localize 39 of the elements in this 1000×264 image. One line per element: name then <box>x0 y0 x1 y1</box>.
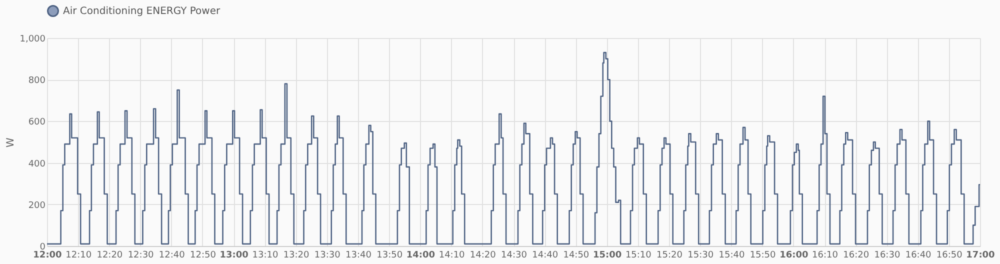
x-tick-label: 13:00 <box>220 250 248 260</box>
x-tick-label: 12:50 <box>190 250 216 260</box>
y-tick-label: 1,000 <box>20 34 46 44</box>
x-tick-label: 15:20 <box>656 250 683 260</box>
x-tick-label: 16:30 <box>874 250 900 260</box>
x-tick-label: 12:00 <box>33 250 62 260</box>
x-tick-label: 17:00 <box>966 250 995 260</box>
y-tick-label: 800 <box>28 76 46 86</box>
x-tick-label: 14:40 <box>532 250 558 260</box>
x-tick-label: 16:20 <box>843 250 870 260</box>
x-tick-label: 13:40 <box>346 250 372 260</box>
x-tick-label: 15:00 <box>592 250 622 260</box>
x-tick-label: 12:20 <box>96 250 123 260</box>
y-axis-title: W <box>6 137 17 148</box>
x-tick-label: 16:00 <box>780 250 808 260</box>
y-tick-label: 200 <box>28 200 46 211</box>
x-tick-label: 12:30 <box>128 250 154 260</box>
x-tick-label: 16:50 <box>936 250 963 260</box>
x-tick-label: 13:10 <box>252 250 278 260</box>
x-tick-label: 12:10 <box>66 250 92 260</box>
y-tick-label: 0 <box>40 242 46 252</box>
x-tick-label: 13:30 <box>314 250 341 260</box>
x-tick-label: 15:40 <box>718 250 745 260</box>
x-tick-label: 14:50 <box>563 250 590 260</box>
x-tick-label: 13:20 <box>283 250 310 260</box>
x-tick-label: 16:10 <box>812 250 838 260</box>
x-tick-label: 16:40 <box>905 250 932 260</box>
x-tick-label: 15:50 <box>750 250 776 260</box>
x-tick-label: 14:30 <box>501 250 528 260</box>
y-tick-label: 400 <box>28 159 46 170</box>
y-tick-label: 600 <box>28 118 46 128</box>
x-tick-label: 14:10 <box>438 250 466 260</box>
x-tick-label: 15:30 <box>688 250 714 260</box>
x-tick-label: 12:40 <box>158 250 186 260</box>
x-tick-label: 14:00 <box>406 250 436 260</box>
legend-label: Air Conditioning ENERGY Power <box>63 6 221 17</box>
x-tick-label: 15:10 <box>625 250 652 260</box>
x-tick-label: 14:20 <box>470 250 496 260</box>
x-tick-label: 13:50 <box>376 250 403 260</box>
